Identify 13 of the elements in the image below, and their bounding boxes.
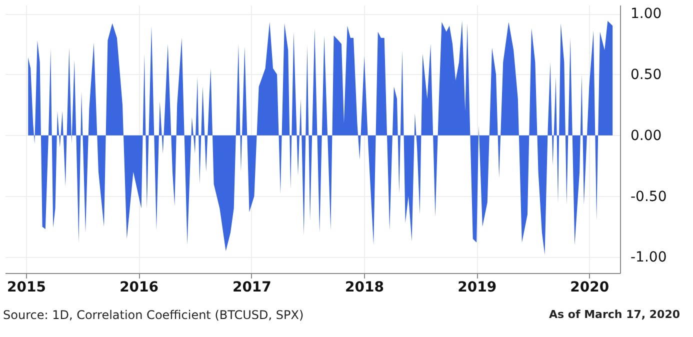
x-tick-label: 2015 (6, 280, 46, 296)
y-tick-label: 0.50 (630, 66, 662, 83)
y-tick-label: 1.00 (630, 6, 662, 22)
x-tick-label: 2019 (458, 280, 497, 296)
text: As of March 17, 2020 (549, 308, 680, 321)
x-tick-label: 2020 (570, 280, 610, 296)
x-tick-label: 2016 (120, 280, 159, 296)
source-note: Source: 1D, Correlation Coefficient (BTCUSD, SPX) (3, 308, 304, 322)
y-tick-label: -0.50 (630, 188, 667, 205)
x-tick-label: 2018 (345, 280, 384, 296)
y-tick-label: -1.00 (630, 250, 667, 266)
x-tick-label: 2017 (232, 280, 272, 296)
y-tick-label: 0.00 (630, 128, 662, 144)
